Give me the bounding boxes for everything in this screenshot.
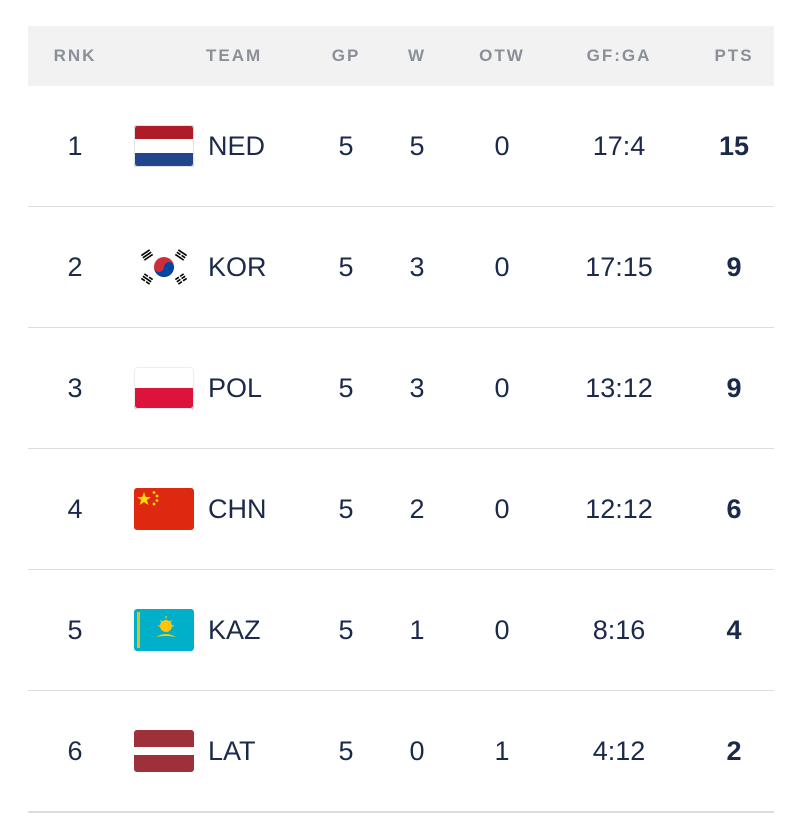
gfga-cell: 13:12 xyxy=(585,372,653,403)
gfga-cell: 12:12 xyxy=(585,493,653,524)
gp-cell: 5 xyxy=(338,130,354,161)
standings-table: RNK TEAM GP W OTW GF:GA PTS 1 NED 5 5 0 … xyxy=(28,26,774,813)
team-cell[interactable]: KAZ xyxy=(208,614,261,645)
table-row[interactable]: 6 LAT 5 0 1 4:12 2 xyxy=(28,691,774,813)
w-cell: 3 xyxy=(409,251,425,282)
rank-cell: 3 xyxy=(67,372,83,403)
team-cell[interactable]: KOR xyxy=(208,251,267,282)
south-korea-flag-icon xyxy=(122,246,206,288)
w-cell: 5 xyxy=(409,130,425,161)
pts-cell: 2 xyxy=(726,735,742,766)
team-cell[interactable]: LAT xyxy=(208,735,256,766)
pts-cell: 9 xyxy=(726,372,742,403)
header-rnk[interactable]: RNK xyxy=(53,46,97,65)
w-cell: 1 xyxy=(409,614,425,645)
table-row[interactable]: 5 KAZ 5 1 0 xyxy=(28,570,774,691)
header-otw[interactable]: OTW xyxy=(479,46,525,65)
pts-cell: 15 xyxy=(718,130,750,161)
pts-cell: 4 xyxy=(726,614,742,645)
otw-cell: 1 xyxy=(494,735,510,766)
netherlands-flag-icon xyxy=(122,125,206,167)
gp-cell: 5 xyxy=(338,493,354,524)
gfga-cell: 8:16 xyxy=(592,614,646,645)
table-row[interactable]: 3 POL 5 3 0 13:12 9 xyxy=(28,328,774,449)
poland-flag-icon xyxy=(122,367,206,409)
china-flag-icon xyxy=(122,488,206,530)
pts-cell: 9 xyxy=(726,251,742,282)
otw-cell: 0 xyxy=(494,130,510,161)
gp-cell: 5 xyxy=(338,614,354,645)
otw-cell: 0 xyxy=(494,251,510,282)
w-cell: 3 xyxy=(409,372,425,403)
team-cell[interactable]: CHN xyxy=(208,493,267,524)
header-gp[interactable]: GP xyxy=(331,46,361,65)
rank-cell: 6 xyxy=(67,735,83,766)
otw-cell: 0 xyxy=(494,493,510,524)
header-gfga[interactable]: GF:GA xyxy=(586,46,652,65)
gp-cell: 5 xyxy=(338,735,354,766)
gfga-cell: 4:12 xyxy=(592,735,646,766)
gfga-cell: 17:4 xyxy=(592,130,646,161)
table-row[interactable]: 1 NED 5 5 0 17:4 15 xyxy=(28,86,774,207)
table-header: RNK TEAM GP W OTW GF:GA PTS xyxy=(28,26,774,86)
w-cell: 0 xyxy=(409,735,425,766)
w-cell: 2 xyxy=(409,493,425,524)
header-team[interactable]: TEAM xyxy=(206,46,263,65)
gp-cell: 5 xyxy=(338,251,354,282)
team-cell[interactable]: POL xyxy=(208,372,263,403)
header-pts[interactable]: PTS xyxy=(714,46,754,65)
rank-cell: 5 xyxy=(67,614,83,645)
header-w[interactable]: W xyxy=(407,46,427,65)
team-cell[interactable]: NED xyxy=(208,130,266,161)
latvia-flag-icon xyxy=(122,730,206,772)
otw-cell: 0 xyxy=(494,614,510,645)
rank-cell: 2 xyxy=(67,251,83,282)
gfga-cell: 17:15 xyxy=(585,251,653,282)
rank-cell: 1 xyxy=(67,130,83,161)
pts-cell: 6 xyxy=(726,493,742,524)
otw-cell: 0 xyxy=(494,372,510,403)
table-row[interactable]: 2 xyxy=(28,207,774,328)
kazakhstan-flag-icon xyxy=(122,609,206,651)
rank-cell: 4 xyxy=(67,493,83,524)
gp-cell: 5 xyxy=(338,372,354,403)
table-row[interactable]: 4 CHN 5 2 0 12:12 6 xyxy=(28,449,774,570)
